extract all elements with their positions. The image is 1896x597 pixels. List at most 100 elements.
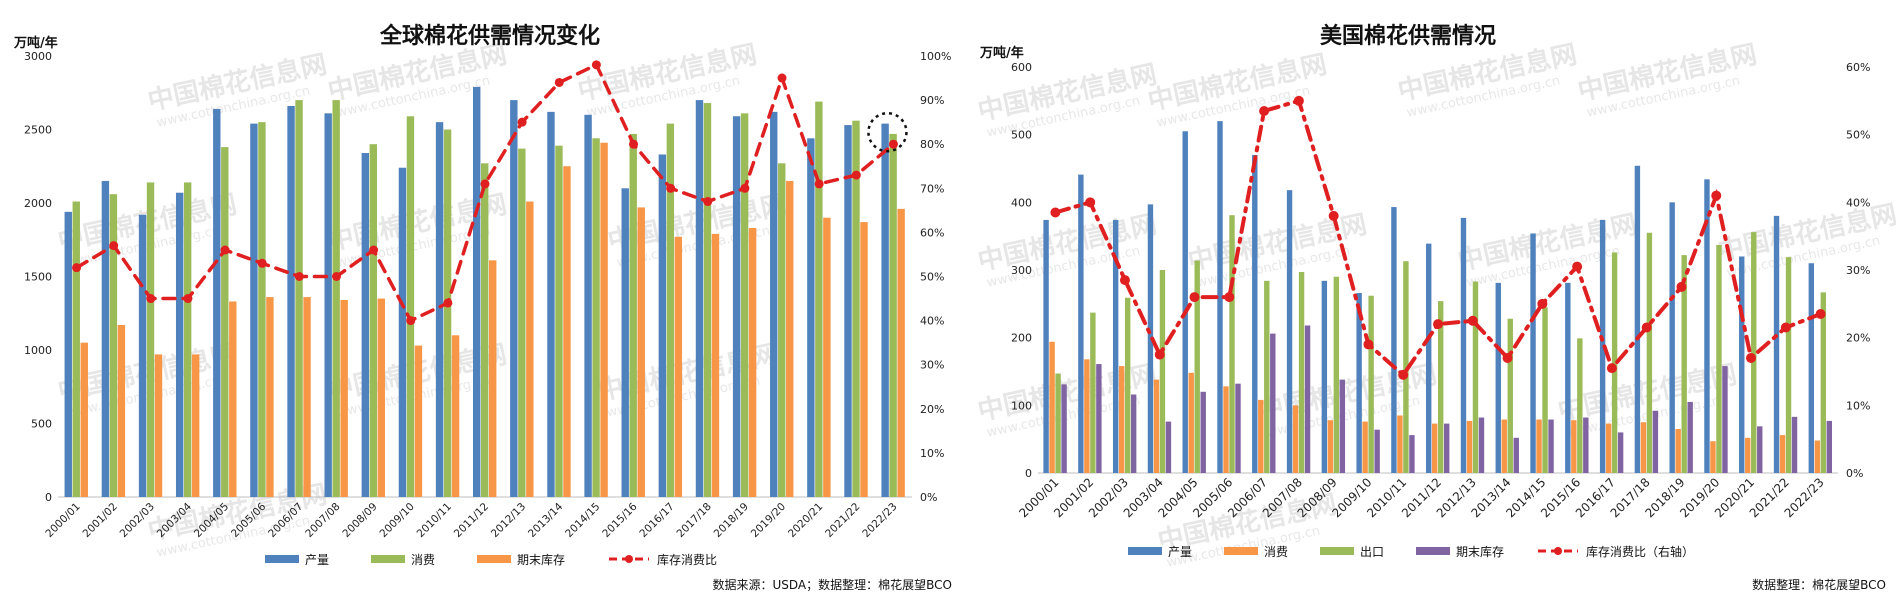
us-y2tick: 20% [1846,332,1870,345]
us-ratio-point [1572,261,1583,272]
global-bar-production [435,122,444,498]
global-bar-production [695,100,704,497]
global-bar-ending-stock [600,142,608,498]
us-bar-production [1321,280,1328,473]
us-bar-production [1495,282,1501,473]
us-bar-export [1751,232,1757,473]
global-bar-production [138,214,147,497]
us-bar-ending-stock [1617,432,1624,473]
us-bar-production [1773,215,1780,473]
global-bar-production [584,114,592,498]
global-bar-ending-stock [80,342,88,497]
us-bar-ending-stock [1304,325,1311,473]
global-y2tick: 40% [920,315,944,328]
us-bar-export [1542,307,1548,473]
global-category-label: 2022/23 [860,501,899,540]
global-y2tick: 10% [920,447,944,460]
us-ratio-point [1189,292,1200,303]
us-legend-swatch [1128,547,1162,555]
us-bar-export [1194,260,1200,473]
us-bar-export [1785,257,1792,473]
us-ytick: 200 [1011,332,1032,345]
global-bar-ending-stock [897,208,905,497]
global-bar-production [324,113,332,497]
us-bar-production [1217,121,1223,473]
us-bar-ending-stock [1339,379,1346,473]
us-bar-ending-stock [1652,410,1659,473]
global-ratio-point [703,197,713,207]
us-bar-production [1530,233,1536,473]
global-category-label: 2012/13 [489,501,528,540]
global-bar-consumption [183,182,192,498]
global-bar-ending-stock [303,297,311,497]
global-bar-consumption [332,100,340,497]
us-ratio-point [1119,275,1130,286]
us-legend-label: 库存消费比（右轴） [1586,544,1694,559]
us-bar-production [1182,131,1188,474]
global-bar-consumption [852,120,860,498]
global-y2tick: 100% [920,50,951,63]
global-ratio-point [257,258,267,268]
global-ratio-point [851,170,861,180]
global-category-label: 2020/21 [786,501,825,540]
us-bar-consumption [1292,405,1299,473]
us-legend-swatch [1320,547,1354,555]
global-bar-production [175,192,184,497]
global-category-label: 2017/18 [675,501,714,540]
us-ratio-point [1328,210,1339,221]
global-bar-production [807,138,815,497]
global-ytick: 3000 [24,50,52,63]
us-bar-ending-stock [1826,420,1833,473]
us-legend-label: 期末库存 [1456,544,1504,559]
global-ratio-point [740,183,750,193]
global-bar-production [658,154,667,498]
us-bar-export [1611,252,1618,473]
global-ratio-point [591,60,601,70]
us-bar-ending-stock [1583,417,1589,473]
us-bar-consumption [1432,423,1438,473]
us-bar-consumption [1397,415,1403,473]
global-bar-production [547,111,555,498]
us-bar-ending-stock [1200,391,1206,473]
us-ratio-point [1711,190,1722,201]
global-y2tick: 80% [920,138,944,151]
us-bar-consumption [1049,341,1055,473]
global-bar-consumption [443,129,452,497]
global-bar-ending-stock [711,233,720,497]
us-bar-production [1669,202,1675,474]
global-bar-ending-stock [526,201,534,497]
global-bar-consumption [146,182,155,498]
us-ratio-point [1050,207,1061,218]
global-category-label: 2011/12 [452,501,491,540]
us-bar-export [1124,297,1131,473]
us-ytick: 100 [1011,399,1032,412]
global-bar-consumption [369,144,378,497]
us-bar-export [1577,338,1583,473]
us-bar-export [1681,255,1687,473]
us-legend-swatch [1416,547,1450,555]
us-bar-consumption [1188,372,1194,473]
global-bar-consumption [666,123,675,498]
us-bar-consumption [1501,419,1507,473]
global-bar-ending-stock [191,354,200,497]
us-y2tick: 50% [1846,129,1870,142]
global-bar-production [844,125,852,497]
global-bar-ending-stock [786,180,794,497]
global-y2tick: 70% [920,182,944,195]
global-category-label: 2000/01 [43,501,82,540]
global-legend-dot-swatch [625,555,633,563]
us-bar-export [1472,281,1479,473]
global-bar-ending-stock [860,222,868,498]
us-ratio-point [1363,339,1374,350]
global-ratio-point [72,263,82,273]
global-bar-ending-stock [674,236,683,497]
global-bar-consumption [592,138,600,497]
global-ytick: 1500 [24,271,52,284]
us-bar-ending-stock [1791,416,1798,473]
us-bar-ending-stock [1444,423,1450,473]
